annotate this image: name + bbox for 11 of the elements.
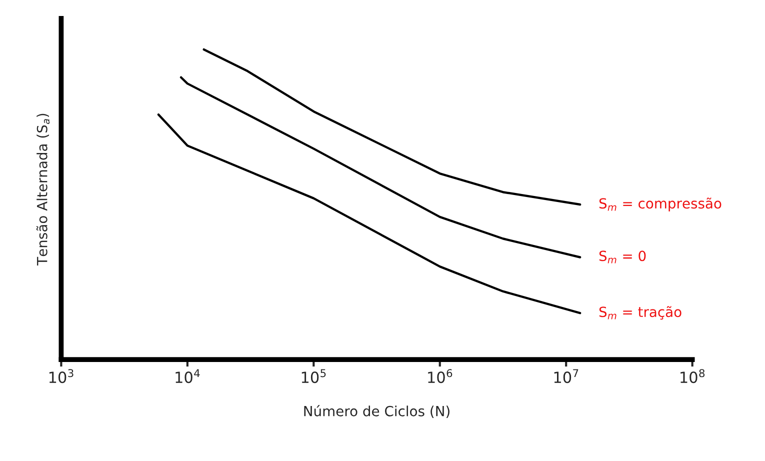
x-tick-label: 10$^{4}$: [176, 369, 200, 384]
y-axis-title: Tensão Alternada (S$_{a}$): [36, 114, 50, 266]
x-tick-label: 10$^{6}$: [428, 369, 452, 384]
x-tick-label: 10$^{5}$: [302, 369, 326, 384]
x-axis-title: Número de Ciclos (N): [304, 405, 450, 418]
series-label: S$_{m}$ = 0: [599, 250, 646, 264]
x-tick-label: 10$^{7}$: [554, 369, 578, 384]
series-label: S$_{m}$ = compressão: [599, 198, 722, 212]
x-tick-label: 10$^{8}$: [680, 369, 705, 384]
series-label: S$_{m}$ = tração: [599, 306, 682, 320]
x-tick-label: 10$^{3}$: [49, 369, 74, 384]
